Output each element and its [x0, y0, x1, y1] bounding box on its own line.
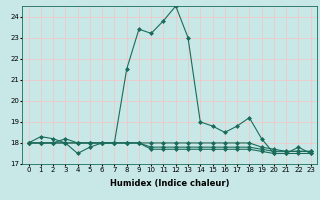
X-axis label: Humidex (Indice chaleur): Humidex (Indice chaleur)	[110, 179, 229, 188]
